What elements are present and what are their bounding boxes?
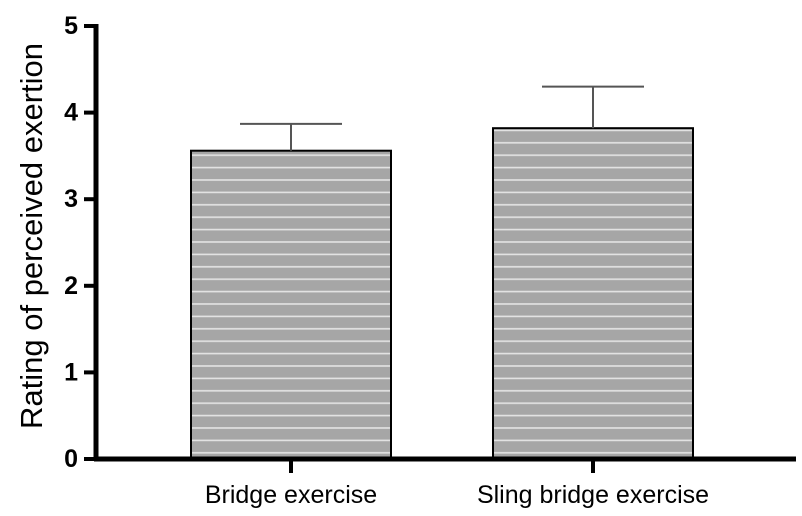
x-tick-label-sling-bridge-exercise: Sling bridge exercise — [477, 481, 709, 509]
y-tick-label-2: 2 — [64, 272, 78, 300]
y-tick-label-4: 4 — [64, 99, 78, 127]
y-tick-label-1: 1 — [64, 358, 78, 386]
bar-bridge-exercise — [190, 149, 392, 460]
y-ticks-group: 0 1 2 3 4 5 — [64, 12, 96, 473]
y-tick-label-0: 0 — [64, 445, 78, 473]
bars-group — [190, 127, 694, 461]
y-tick-label-3: 3 — [64, 185, 78, 213]
error-bars-group — [240, 85, 644, 151]
bar-sling-bridge-exercise — [492, 127, 694, 461]
y-tick-label-5: 5 — [64, 12, 78, 40]
x-tick-label-bridge-exercise: Bridge exercise — [205, 481, 377, 509]
x-ticks-group: Bridge exercise Sling bridge exercise — [205, 459, 709, 509]
y-axis-title: Rating of perceived exertion — [14, 43, 49, 429]
